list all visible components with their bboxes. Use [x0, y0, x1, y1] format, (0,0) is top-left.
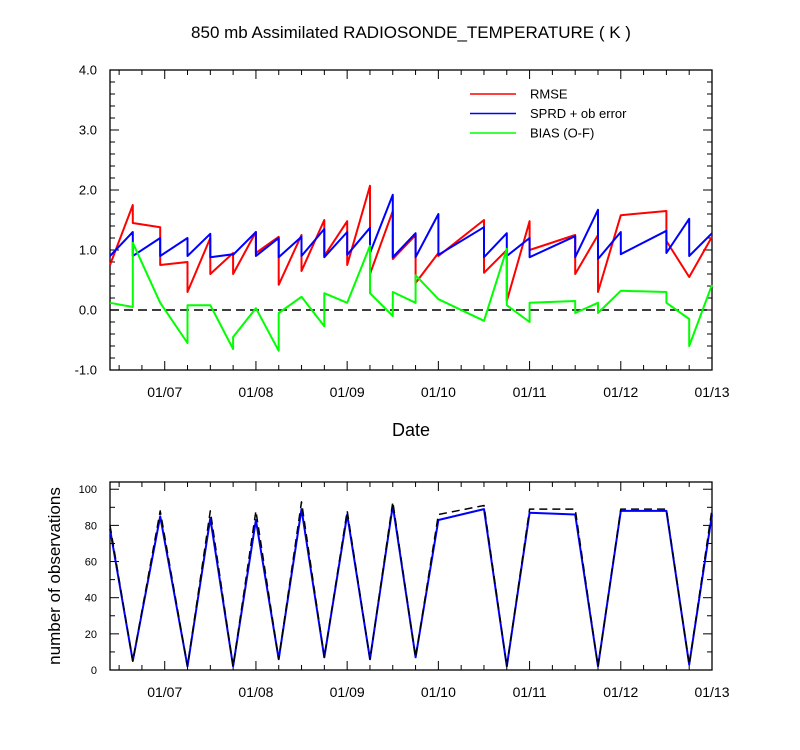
- series-line-observations-available: [109, 501, 713, 668]
- x-tick-label: 01/11: [513, 684, 547, 700]
- y-tick-label: 3.0: [79, 123, 97, 138]
- y-tick-label: 20: [85, 629, 97, 641]
- top-x-axis-label: Date: [392, 420, 430, 440]
- bottom-ticks: [110, 482, 713, 671]
- x-tick-label: 01/11: [513, 384, 547, 400]
- y-tick-label: 1.0: [79, 243, 97, 258]
- bottom-y-axis-label: number of observations: [45, 487, 64, 665]
- legend: RMSE SPRD + ob error BIAS (O-F): [470, 87, 627, 141]
- series-line-observations-used: [109, 504, 713, 668]
- x-tick-label: 01/13: [694, 684, 729, 700]
- legend-label-sprd-ob-error: SPRD + ob error: [530, 106, 627, 121]
- legend-label-rmse: RMSE: [530, 87, 568, 102]
- y-tick-label: 0: [91, 665, 97, 677]
- x-tick-label: 01/07: [147, 684, 182, 700]
- top-ticks: [110, 69, 713, 371]
- top-series-lines: [109, 184, 713, 352]
- x-tick-label: 01/13: [694, 384, 729, 400]
- bottom-tick-labels: 01/07 01/08 01/09 01/10 01/11 01/12 01/13 0 20 40…: [79, 484, 730, 700]
- bottom-series-lines: [109, 501, 713, 668]
- y-tick-label: 100: [79, 484, 97, 496]
- series-line-sprd-ob-error: [109, 193, 713, 260]
- y-tick-label: 60: [85, 556, 97, 568]
- x-tick-label: 01/10: [421, 684, 456, 700]
- x-tick-label: 01/07: [147, 384, 182, 400]
- x-tick-label: 01/10: [421, 384, 456, 400]
- x-tick-label: 01/08: [238, 384, 273, 400]
- x-tick-label: 01/12: [603, 384, 638, 400]
- y-tick-label: 0.0: [79, 303, 97, 318]
- y-tick-label: -1.0: [75, 363, 97, 378]
- chart-title: 850 mb Assimilated RADIOSONDE_TEMPERATUR…: [191, 23, 631, 42]
- x-tick-label: 01/09: [330, 384, 365, 400]
- y-tick-label: 40: [85, 593, 97, 605]
- x-tick-label: 01/08: [238, 684, 273, 700]
- top-tick-labels: 01/07 01/08 01/09 01/10 01/11 01/12 01/13 -1.0 0…: [75, 63, 730, 400]
- x-tick-label: 01/12: [603, 684, 638, 700]
- y-tick-label: 2.0: [79, 183, 97, 198]
- bottom-plot-frame: [109, 481, 713, 671]
- legend-label-bias-o-f: BIAS (O-F): [530, 126, 594, 141]
- y-tick-label: 80: [85, 520, 97, 532]
- series-line-bias-o-f: [109, 241, 713, 352]
- top-chart-panel: 01/07 01/08 01/09 01/10 01/11 01/12 01/13 -1.0 0…: [75, 63, 730, 440]
- y-tick-label: 4.0: [79, 63, 97, 78]
- x-tick-label: 01/09: [330, 684, 365, 700]
- top-plot-frame: [109, 69, 713, 371]
- bottom-chart-panel: 01/07 01/08 01/09 01/10 01/11 01/12 01/13 0 20 40…: [45, 481, 730, 700]
